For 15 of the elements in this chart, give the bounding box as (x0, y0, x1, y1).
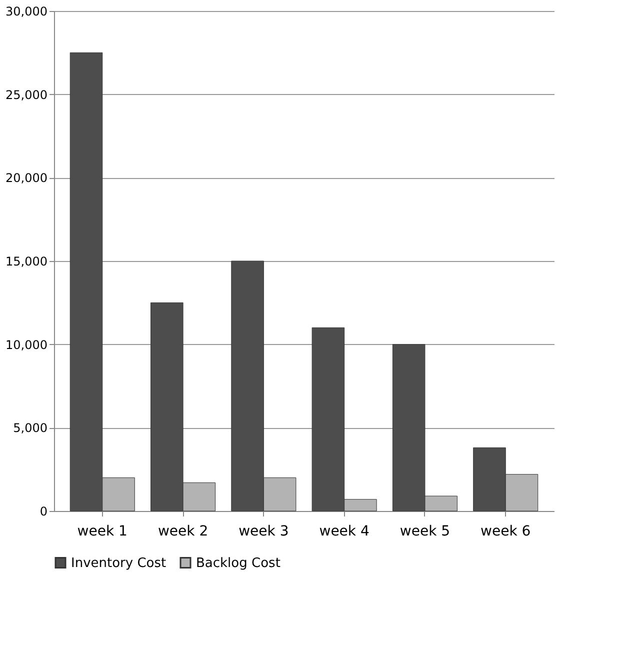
x-tick-label: week 6 (480, 524, 531, 540)
legend-label: Inventory Cost (71, 556, 166, 571)
x-tick-label: week 5 (400, 524, 450, 540)
x-tick-label: week 3 (238, 524, 289, 540)
y-tick-label: 15,000 (6, 254, 48, 268)
x-tick-label: week 1 (77, 524, 128, 540)
y-tick-label: 5,000 (13, 421, 48, 436)
y-tick-label: 25,000 (6, 88, 48, 102)
y-tick-label: 10,000 (6, 338, 48, 352)
y-tick-label: 30,000 (6, 4, 48, 18)
legend-label: Backlog Cost (196, 556, 280, 571)
x-tick-label: week 4 (319, 524, 370, 540)
y-tick-label: 20,000 (6, 171, 48, 186)
x-tick-label: week 2 (158, 524, 208, 540)
y-tick-label: 0 (40, 504, 48, 518)
